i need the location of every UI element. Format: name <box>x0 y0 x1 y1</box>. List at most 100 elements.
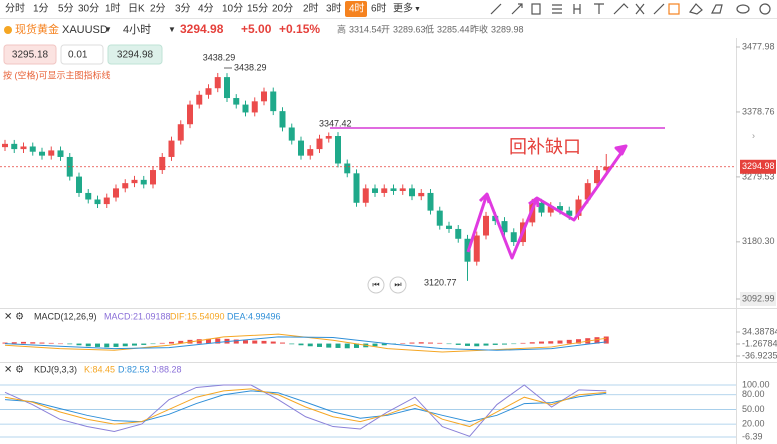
axis-label-box <box>740 292 776 306</box>
candle-body <box>409 188 415 197</box>
macd-bar <box>566 339 572 344</box>
candle-body <box>335 136 341 164</box>
macd-bar <box>196 339 202 344</box>
candle-body <box>122 183 129 189</box>
candle-body <box>20 146 27 150</box>
candle-body <box>159 156 166 171</box>
interval-tab[interactable]: 4时 <box>349 3 365 15</box>
macd-bar <box>67 343 73 345</box>
y-tick-label: -36.92352 <box>742 350 777 360</box>
interval-tab[interactable]: 日K <box>128 4 145 15</box>
macd-bar <box>252 340 258 344</box>
candle-body <box>427 192 434 211</box>
interval-tab[interactable]: 20分 <box>272 3 293 15</box>
macd-bar <box>206 338 211 344</box>
macd-bar <box>122 343 128 347</box>
candle-body <box>436 210 443 226</box>
candle-body <box>242 104 249 113</box>
candle-body <box>473 235 480 262</box>
nav-buttons[interactable]: ⏮ ⏭ <box>367 276 407 294</box>
symbol-name[interactable]: 现货黄金 <box>15 22 59 36</box>
macd-bar <box>178 340 184 344</box>
tool-icons[interactable] <box>490 3 771 15</box>
macd-bar <box>372 343 378 347</box>
macd-bar <box>428 342 433 344</box>
interval-tab[interactable]: 3分 <box>175 3 191 15</box>
interval-tab[interactable]: 6时 <box>371 3 387 15</box>
candle-body <box>584 183 591 200</box>
candle-body <box>418 192 425 197</box>
period[interactable]: 4小时 <box>123 23 151 36</box>
drawn-arrows <box>466 144 628 260</box>
candle-body <box>85 192 92 200</box>
y-tick-label: 50.00 <box>742 404 765 414</box>
macd-bar <box>30 342 36 344</box>
interval-tab[interactable]: 1分 <box>33 3 49 15</box>
macd-bar <box>289 343 295 345</box>
macd-bar <box>465 343 470 346</box>
macd-bar <box>2 342 8 344</box>
candle-body <box>510 232 517 243</box>
buy-button[interactable] <box>107 44 163 65</box>
price: 3294.98 <box>180 22 224 36</box>
macd-bar <box>113 343 119 347</box>
y-tick-label: 3180.30 <box>742 236 775 246</box>
candle-body <box>140 179 147 185</box>
interval-tab[interactable]: 30分 <box>78 3 99 15</box>
candle-body <box>288 127 295 141</box>
qty-input[interactable] <box>60 44 104 65</box>
interval-tab[interactable]: 4分 <box>198 3 214 15</box>
interval-tab[interactable]: 更多 <box>393 2 413 15</box>
low-mark: 3120.77 <box>424 277 457 287</box>
candle-body <box>298 140 304 156</box>
candle-body <box>446 225 452 229</box>
macd-bar <box>474 343 480 347</box>
candle-body <box>103 197 110 205</box>
macd-bar <box>557 340 563 344</box>
interval-tab[interactable]: 15分 <box>247 3 268 15</box>
interval-tab[interactable]: 3时 <box>326 3 342 15</box>
close-icon[interactable]: ✕ ⚙ <box>4 312 24 323</box>
symbol-code[interactable]: XAUUSD <box>62 24 108 36</box>
candle-body <box>603 166 610 171</box>
candle-body <box>113 188 119 198</box>
macd-bar <box>39 342 45 344</box>
interval-tab[interactable]: 2时 <box>303 3 319 15</box>
candle-body <box>594 170 600 184</box>
macd-bar <box>233 339 239 344</box>
candle-body <box>233 98 240 105</box>
macd-bar <box>11 342 17 344</box>
candle-body <box>483 215 489 236</box>
dropdown-icon: ▼ <box>414 6 421 13</box>
macd-bar <box>418 342 424 344</box>
dropdown-icon: ▼ <box>168 25 176 34</box>
candle-body <box>2 143 8 148</box>
candle-body <box>131 179 138 184</box>
interval-tab[interactable]: 1时 <box>105 3 121 15</box>
interval-tab[interactable]: 分时 <box>5 3 25 15</box>
macd-bar <box>502 343 507 345</box>
interval-tab[interactable]: 10分 <box>222 3 243 15</box>
last-price-box <box>740 159 776 174</box>
svg-text:⏮: ⏮ <box>372 280 379 289</box>
candle-body <box>325 136 332 139</box>
close-icon[interactable]: ✕ ⚙ <box>4 365 24 376</box>
candle-body <box>344 163 351 174</box>
candle-body <box>224 77 230 99</box>
candle-body <box>177 124 184 141</box>
candle-body <box>150 170 156 185</box>
interval-tab[interactable]: 2分 <box>150 3 166 15</box>
candle-body <box>399 188 406 191</box>
macd-title: MACD(12,26,9) <box>34 311 97 321</box>
macd-bar <box>354 343 359 348</box>
kdj-title: KDJ(9,3,3) <box>34 364 77 374</box>
candle-body <box>11 143 18 150</box>
y-tick-label: 3279.53 <box>742 171 775 181</box>
high-mark: 3438.29 <box>234 62 267 72</box>
last-price-label: 3294.98 <box>742 161 775 171</box>
macd-bar <box>594 337 600 344</box>
candle-body <box>547 206 554 213</box>
sell-button[interactable] <box>3 44 57 65</box>
scroll-arrow[interactable]: › <box>752 130 755 140</box>
interval-tab[interactable]: 5分 <box>58 3 74 15</box>
